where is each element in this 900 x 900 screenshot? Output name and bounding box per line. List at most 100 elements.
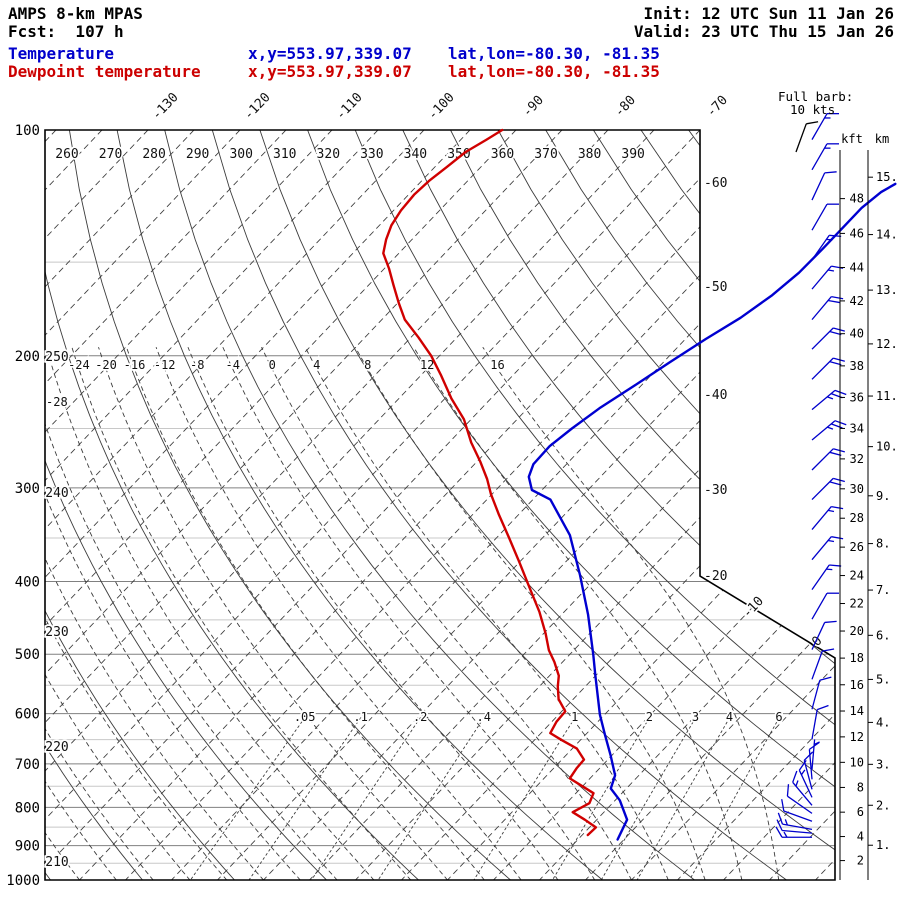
kft-tick-label: 12 bbox=[850, 730, 864, 744]
model-title: AMPS 8-km MPAS bbox=[8, 4, 143, 23]
km-tick-label: 6. bbox=[876, 628, 890, 642]
isotherm-top-label: -100 bbox=[425, 90, 457, 123]
pressure-tick-label: 900 bbox=[15, 839, 40, 855]
isotherm-diag-label: 0 bbox=[809, 634, 825, 650]
barb-legend-line2: 10 kts bbox=[790, 102, 835, 117]
kft-tick-label: 6 bbox=[857, 805, 864, 819]
kft-tick-label: 24 bbox=[850, 569, 864, 583]
theta-top-label: 390 bbox=[621, 147, 644, 162]
theta-left-label: 240 bbox=[45, 486, 68, 501]
wind-barbs bbox=[775, 112, 847, 838]
pressure-tick-label: 500 bbox=[15, 647, 40, 663]
isotherm-right-label: -20 bbox=[704, 569, 727, 584]
mixing-ratio-lines bbox=[190, 713, 782, 880]
km-tick-label: 8. bbox=[876, 537, 890, 551]
kft-axis-header: kft bbox=[841, 132, 863, 146]
legend-temperature-latlon: lat,lon=-80.30, -81.35 bbox=[448, 44, 660, 63]
moist-adiabat-label: -24 bbox=[68, 358, 90, 372]
kft-tick-label: 20 bbox=[850, 624, 864, 638]
pressure-gridlines bbox=[45, 130, 835, 880]
moist-adiabat-left-label: -28 bbox=[46, 395, 68, 409]
km-axis-header: km bbox=[875, 132, 889, 146]
mixing-ratio-label: 1 bbox=[571, 710, 578, 724]
legend-dewpoint-latlon: lat,lon=-80.30, -81.35 bbox=[448, 62, 660, 81]
mixing-ratio-label: .05 bbox=[294, 710, 316, 724]
kft-tick-label: 40 bbox=[850, 327, 864, 341]
moist-adiabat-lines bbox=[45, 347, 780, 880]
mixing-ratio-label: 6 bbox=[775, 710, 782, 724]
moist-adiabat-label: 12 bbox=[420, 358, 434, 372]
temperature-curve bbox=[527, 182, 897, 841]
moist-adiabat-label: -16 bbox=[124, 358, 146, 372]
theta-top-label: 370 bbox=[534, 147, 557, 162]
legend-dewpoint-label: Dewpoint temperature bbox=[8, 62, 201, 81]
pressure-tick-label: 800 bbox=[15, 800, 40, 816]
moist-adiabat-label: -8 bbox=[190, 358, 204, 372]
mixing-ratio-label: .2 bbox=[413, 710, 427, 724]
forecast-hour: Fcst: 107 h bbox=[8, 22, 124, 41]
theta-left-label: 250 bbox=[45, 350, 68, 365]
sounding-curves bbox=[382, 128, 897, 841]
isotherm-top-label: -70 bbox=[704, 93, 731, 120]
theta-top-label: 260 bbox=[55, 147, 78, 162]
kft-tick-label: 26 bbox=[850, 540, 864, 554]
km-tick-label: 15. bbox=[876, 170, 898, 184]
moist-adiabat-label: 4 bbox=[313, 358, 320, 372]
isotherm-top-label: -130 bbox=[149, 90, 181, 123]
kft-tick-label: 36 bbox=[850, 390, 864, 404]
kft-tick-label: 38 bbox=[850, 359, 864, 373]
moist-adiabat-label: 8 bbox=[364, 358, 371, 372]
moist-adiabat-label: -20 bbox=[95, 358, 117, 372]
pressure-tick-label: 100 bbox=[15, 123, 40, 139]
kft-tick-label: 18 bbox=[850, 651, 864, 665]
theta-left-label: 210 bbox=[45, 855, 68, 870]
kft-tick-label: 16 bbox=[850, 678, 864, 692]
theta-top-label: 330 bbox=[360, 147, 383, 162]
kft-tick-label: 32 bbox=[850, 452, 864, 466]
theta-left-label: 220 bbox=[45, 740, 68, 755]
km-tick-label: 4. bbox=[876, 715, 890, 729]
legend-dewpoint-xy: x,y=553.97,339.07 bbox=[248, 62, 412, 81]
kft-tick-label: 44 bbox=[850, 260, 864, 274]
mixing-ratio-label: .1 bbox=[353, 710, 367, 724]
kft-tick-label: 10 bbox=[850, 755, 864, 769]
kft-tick-label: 42 bbox=[850, 294, 864, 308]
theta-top-label: 300 bbox=[229, 147, 252, 162]
km-tick-label: 12. bbox=[876, 337, 898, 351]
plot-border bbox=[44, 129, 836, 881]
theta-top-label: 340 bbox=[404, 147, 427, 162]
barb-legend-line1: Full barb: bbox=[778, 89, 853, 104]
moist-adiabat-label: 16 bbox=[490, 358, 504, 372]
pressure-tick-label: 300 bbox=[15, 481, 40, 497]
kft-tick-label: 48 bbox=[850, 192, 864, 206]
valid-time: Valid: 23 UTC Thu 15 Jan 26 bbox=[633, 22, 894, 41]
mixing-ratio-label: 3 bbox=[692, 710, 699, 724]
kft-tick-label: 2 bbox=[857, 854, 864, 868]
km-tick-label: 14. bbox=[876, 228, 898, 242]
km-tick-label: 1. bbox=[876, 838, 890, 852]
km-tick-label: 3. bbox=[876, 757, 890, 771]
isotherm-diag-label: -10 bbox=[740, 594, 767, 621]
km-tick-label: 11. bbox=[876, 389, 898, 403]
theta-left-label: 230 bbox=[45, 625, 68, 640]
height-axes: kft km48464442403836343230282624222018161… bbox=[839, 132, 898, 880]
theta-top-label: 320 bbox=[317, 147, 340, 162]
theta-top-label: 360 bbox=[491, 147, 514, 162]
theta-top-label: 290 bbox=[186, 147, 209, 162]
kft-tick-label: 8 bbox=[857, 780, 864, 794]
isotherm-right-label: -50 bbox=[704, 280, 727, 295]
isotherm-right-label: -40 bbox=[704, 388, 727, 403]
isotherm-top-label: -120 bbox=[241, 90, 273, 123]
km-tick-label: 2. bbox=[876, 798, 890, 812]
legend-temperature-label: Temperature bbox=[8, 44, 114, 63]
isotherm-right-label: -60 bbox=[704, 176, 727, 191]
mixing-ratio-label: 2 bbox=[646, 710, 653, 724]
kft-tick-label: 14 bbox=[850, 704, 864, 718]
theta-top-label: 270 bbox=[99, 147, 122, 162]
barb-legend: Full barb:10 kts bbox=[778, 89, 853, 153]
pressure-tick-label: 400 bbox=[15, 575, 40, 591]
kft-tick-label: 46 bbox=[850, 226, 864, 240]
theta-top-label: 310 bbox=[273, 147, 296, 162]
